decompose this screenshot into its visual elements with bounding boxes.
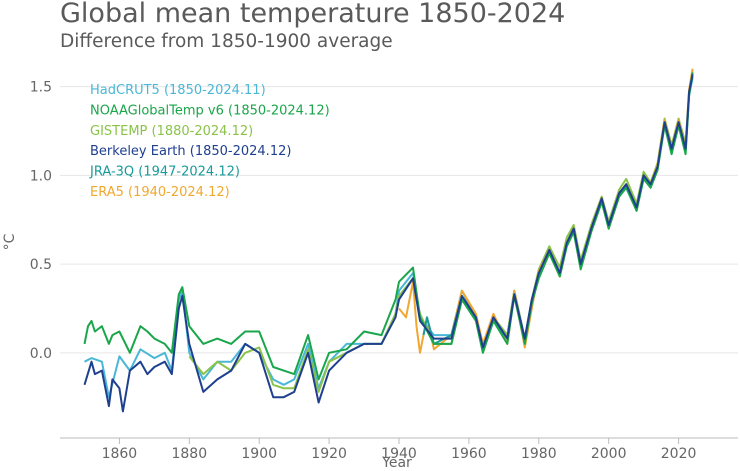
series-lines [83, 68, 694, 413]
series-line-1 [83, 72, 694, 381]
legend-entry: GISTEMP (1880-2024.12) [90, 124, 253, 139]
x-tick-label: 1980 [521, 446, 557, 462]
chart-subtitle: Difference from 1850-1900 average [60, 31, 393, 52]
legend-entry: HadCRUT5 (1850-2024.11) [90, 83, 266, 98]
y-tick-label: 0.5 [30, 257, 52, 273]
legend-entry: Berkeley Earth (1850-2024.12) [90, 144, 291, 159]
legend-entry: ERA5 (1940-2024.12) [90, 185, 230, 200]
x-tick-label: 1860 [102, 446, 138, 462]
x-axis-label: Year [381, 455, 412, 471]
series-line-3 [83, 74, 694, 413]
y-tick-label: 1.5 [30, 80, 52, 96]
x-tick-label: 1940 [381, 446, 417, 462]
legend-entry: NOAAGlobalTemp v6 (1850-2024.12) [90, 103, 330, 118]
y-axis: 0.0 0.5 1.0 1.5 [30, 80, 52, 362]
series-line-4 [422, 75, 694, 349]
y-tick-label: 0.0 [30, 346, 52, 362]
x-tick-label: 2000 [591, 446, 627, 462]
chart-title: Global mean temperature 1850-2024 [60, 0, 566, 29]
y-axis-label: °C [2, 233, 18, 250]
x-axis: 1860 1880 1900 1920 1940 1960 1980 2000 2020 [60, 437, 738, 462]
x-tick-label: 1900 [241, 446, 277, 462]
y-tick-label: 1.0 [30, 168, 52, 184]
x-tick-label: 2020 [661, 446, 697, 462]
x-tick-label: 1960 [451, 446, 487, 462]
series-line-5 [398, 68, 694, 354]
x-tick-label: 1920 [311, 446, 347, 462]
legend: HadCRUT5 (1850-2024.11) NOAAGlobalTemp v6… [89, 83, 330, 200]
legend-entry: JRA-3Q (1947-2024.12) [89, 165, 240, 180]
x-tick-label: 1880 [171, 446, 207, 462]
